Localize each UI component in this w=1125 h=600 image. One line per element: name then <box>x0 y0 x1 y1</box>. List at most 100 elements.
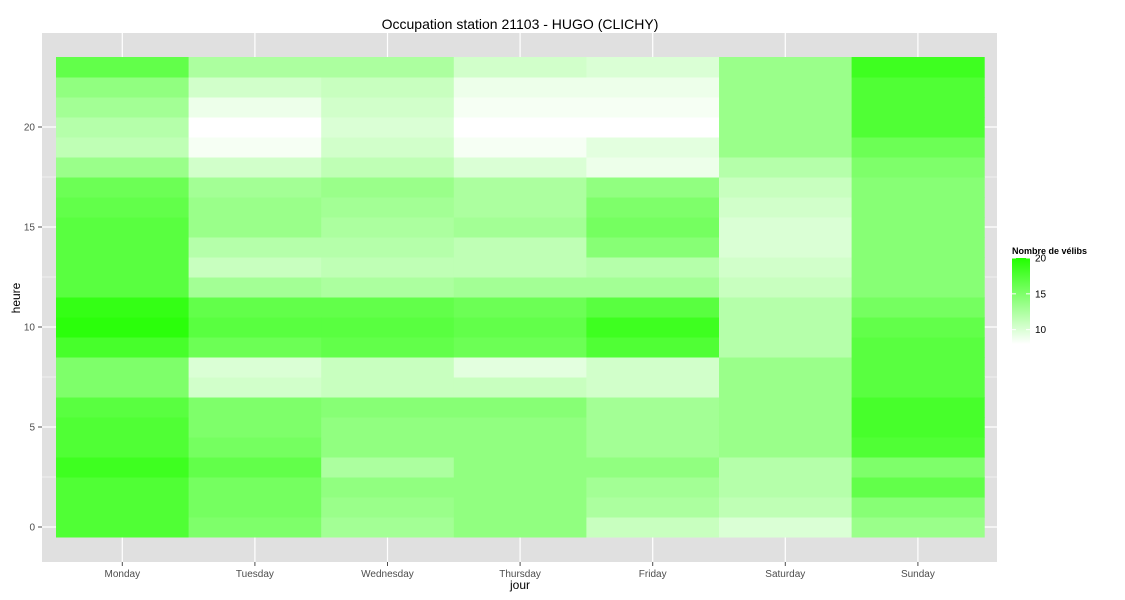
heatmap-cell <box>321 477 455 498</box>
x-tick-label: Tuesday <box>236 569 274 580</box>
legend-ticks: 20 15 10 <box>1012 254 1047 336</box>
heatmap-cell <box>719 97 853 118</box>
heatmap-cell <box>851 197 985 218</box>
heatmap-cell <box>851 117 985 138</box>
heatmap-cell <box>719 437 853 458</box>
heatmap-cell <box>453 517 587 538</box>
heatmap-cell <box>851 337 985 358</box>
heatmap-cell <box>719 517 853 538</box>
heatmap-cell <box>453 57 587 78</box>
heatmap-cell <box>719 377 853 398</box>
heatmap-cell <box>453 157 587 178</box>
heatmap-cell <box>851 497 985 518</box>
heatmap-cell <box>851 357 985 378</box>
heatmap-cell <box>188 317 322 338</box>
heatmap-cell <box>321 157 455 178</box>
heatmap-cell <box>321 437 455 458</box>
heatmap-cell <box>851 477 985 498</box>
heatmap-cell <box>56 197 190 218</box>
heatmap-cell <box>851 97 985 118</box>
heatmap-cell <box>453 137 587 158</box>
x-tick-label: Monday <box>105 569 141 580</box>
heatmap-cell <box>453 297 587 318</box>
heatmap-cell <box>719 57 853 78</box>
heatmap-cell <box>188 97 322 118</box>
heatmap-cell <box>851 437 985 458</box>
heatmap-cell <box>188 137 322 158</box>
x-tick-label: Friday <box>639 569 667 580</box>
heatmap-cell <box>321 137 455 158</box>
heatmap-cell <box>321 457 455 478</box>
y-tick-label: 20 <box>24 123 36 134</box>
heatmap-cell <box>586 337 720 358</box>
y-tick-label: 10 <box>24 323 36 334</box>
heatmap-cells <box>56 57 985 538</box>
heatmap-cell <box>188 157 322 178</box>
chart-title: Occupation station 21103 - HUGO (CLICHY) <box>382 16 659 32</box>
heatmap-cell <box>56 437 190 458</box>
x-axis-title: jour <box>509 578 530 592</box>
legend-tick-label: 20 <box>1035 254 1047 265</box>
heatmap-cell <box>321 97 455 118</box>
heatmap-cell <box>188 377 322 398</box>
heatmap-cell <box>719 317 853 338</box>
heatmap-cell <box>453 397 587 418</box>
heatmap-cell <box>188 337 322 358</box>
heatmap-cell <box>851 257 985 278</box>
heatmap-cell <box>321 517 455 538</box>
heatmap-cell <box>453 277 587 298</box>
heatmap-cell <box>586 97 720 118</box>
heatmap-cell <box>188 297 322 318</box>
heatmap-cell <box>188 57 322 78</box>
x-tick-label: Thursday <box>499 569 541 580</box>
heatmap-cell <box>586 237 720 258</box>
heatmap-cell <box>56 317 190 338</box>
heatmap-cell <box>719 357 853 378</box>
heatmap-cell <box>321 177 455 198</box>
heatmap-cell <box>453 257 587 278</box>
heatmap-cell <box>851 217 985 238</box>
heatmap-cell <box>188 357 322 378</box>
heatmap-cell <box>851 457 985 478</box>
heatmap-cell <box>188 217 322 238</box>
heatmap-cell <box>188 237 322 258</box>
heatmap-cell <box>188 477 322 498</box>
heatmap-cell <box>851 377 985 398</box>
heatmap-cell <box>321 497 455 518</box>
heatmap-cell <box>719 217 853 238</box>
heatmap-cell <box>586 197 720 218</box>
heatmap-cell <box>56 157 190 178</box>
heatmap-cell <box>321 397 455 418</box>
heatmap-cell <box>56 417 190 438</box>
heatmap-cell <box>321 317 455 338</box>
heatmap-cell <box>586 117 720 138</box>
color-legend: Nombre de vélibs 20 15 10 <box>1012 246 1087 344</box>
heatmap-cell <box>453 217 587 238</box>
heatmap-cell <box>453 377 587 398</box>
y-tick-label: 15 <box>24 223 36 234</box>
heatmap-cell <box>453 177 587 198</box>
heatmap-cell <box>321 197 455 218</box>
heatmap-cell <box>56 357 190 378</box>
heatmap-cell <box>586 397 720 418</box>
heatmap-cell <box>56 397 190 418</box>
heatmap-cell <box>56 517 190 538</box>
heatmap-cell <box>56 237 190 258</box>
y-tick-label: 5 <box>29 423 35 434</box>
heatmap-cell <box>586 317 720 338</box>
heatmap-cell <box>851 297 985 318</box>
heatmap-cell <box>851 237 985 258</box>
heatmap-cell <box>321 117 455 138</box>
heatmap-cell <box>321 417 455 438</box>
heatmap-cell <box>719 137 853 158</box>
heatmap-cell <box>188 117 322 138</box>
heatmap-cell <box>719 457 853 478</box>
heatmap-cell <box>453 97 587 118</box>
heatmap-cell <box>719 257 853 278</box>
heatmap-cell <box>188 417 322 438</box>
heatmap-cell <box>188 397 322 418</box>
heatmap-cell <box>586 377 720 398</box>
heatmap-cell <box>56 117 190 138</box>
heatmap-cell <box>56 257 190 278</box>
heatmap-cell <box>188 197 322 218</box>
